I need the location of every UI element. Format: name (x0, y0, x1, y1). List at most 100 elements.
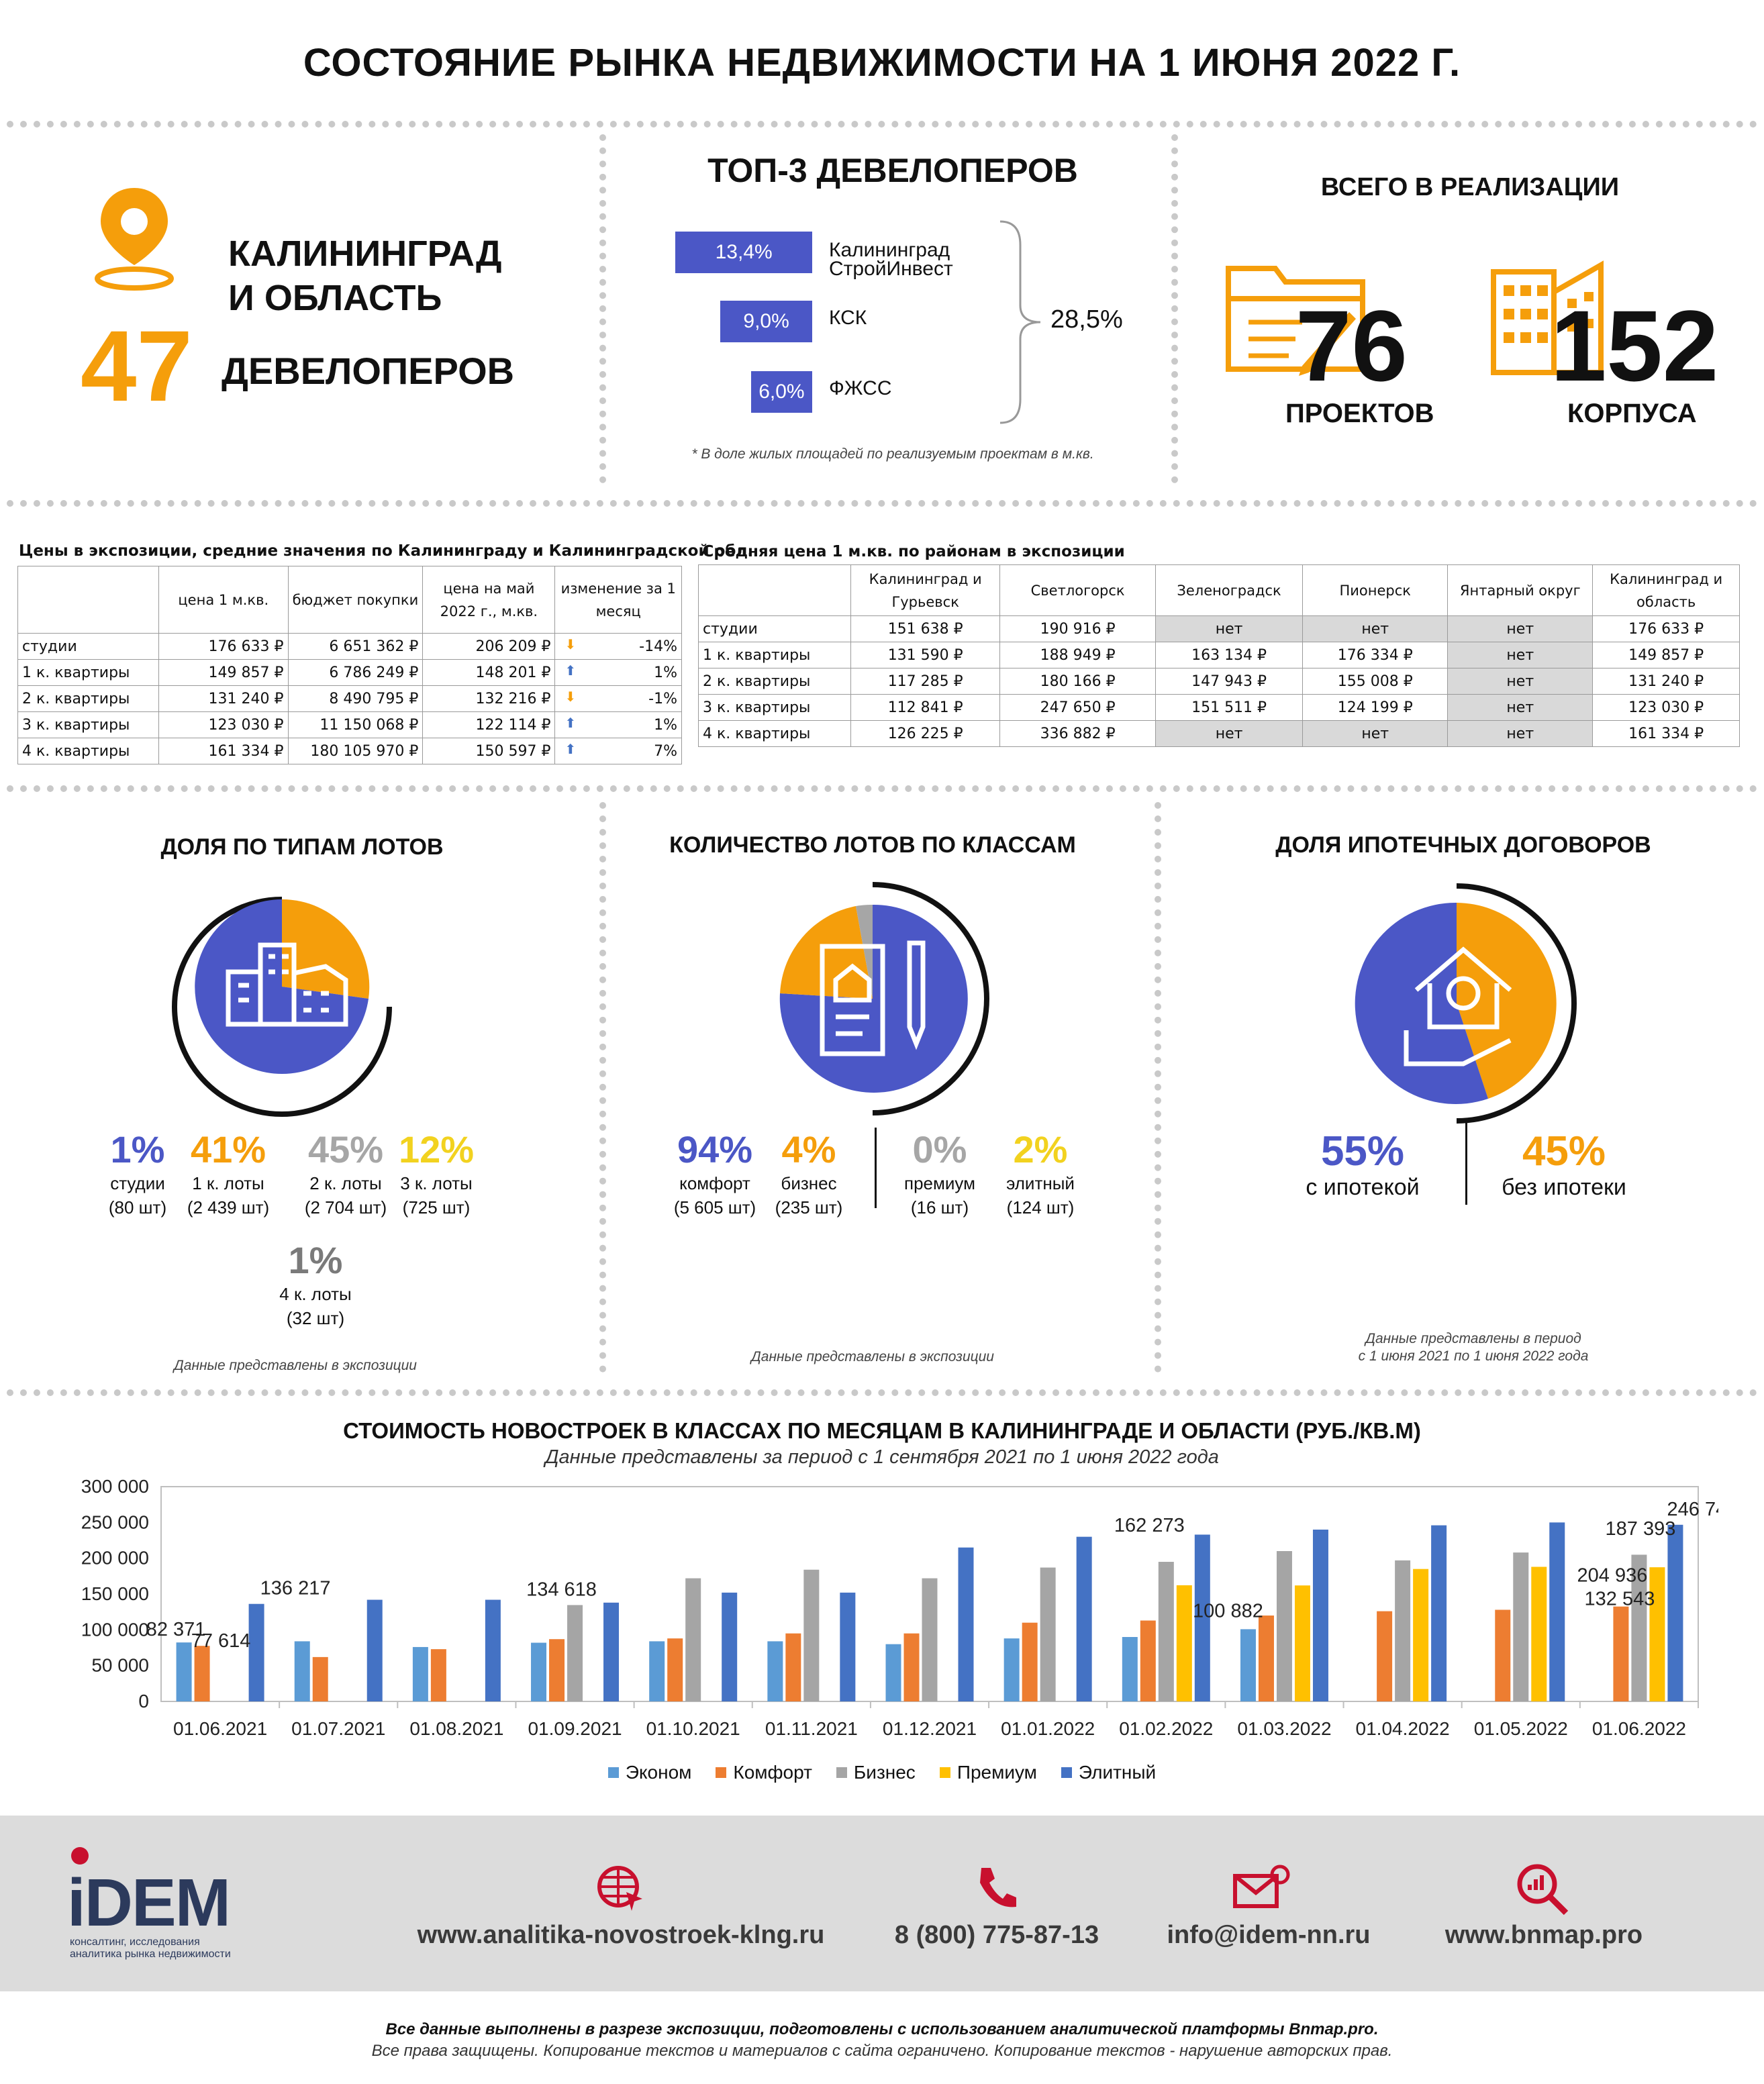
phone-link[interactable]: 8 (800) 775-87-13 (894, 1921, 1099, 1949)
legend-percent: 0% (912, 1128, 967, 1171)
change-cell: ⬇ -14% (554, 633, 682, 660)
legend-label: премиум (904, 1173, 975, 1193)
may-price-cell: 206 209 ₽ (422, 633, 556, 660)
legend-label: студии (110, 1173, 165, 1193)
mortgage-title: ДОЛЯ ИПОТЕЧНЫХ ДОГОВОРОВ (1275, 832, 1651, 858)
logo-sub1: консалтинг, исследования (70, 1936, 200, 1948)
x-tick-label: 01.03.2022 (1237, 1718, 1331, 1739)
lots-types-note: Данные представлены в экспозиции (173, 1358, 417, 1373)
district-price-cell: 147 943 ₽ (1155, 668, 1304, 695)
row-type: 2 к. квартиры (17, 685, 160, 712)
legend-divider (875, 1128, 877, 1208)
chart-legend: Эконом Комфорт Бизнес Премиум Элитный (0, 1762, 1764, 1783)
legend-label: без ипотеки (1502, 1175, 1626, 1200)
x-tick-label: 01.08.2021 (409, 1718, 503, 1739)
site-link[interactable]: www.analitika-novostroek-klng.ru (417, 1921, 825, 1949)
change-cell: ⬆ 7% (554, 738, 682, 764)
bar (1176, 1585, 1192, 1701)
table-header-cell: Зеленоградск (1155, 564, 1304, 616)
bar (685, 1578, 701, 1701)
table-row: 3 к. квартиры 112 841 ₽247 650 ₽151 511 ₽… (697, 694, 1740, 721)
data-label: 187 393 (1606, 1518, 1676, 1540)
table-header-cell: изменение за 1 месяц (554, 566, 682, 634)
bar (1377, 1611, 1393, 1701)
lots-types-title: ДОЛЯ ПО ТИПАМ ЛОТОВ (160, 834, 444, 860)
price-cell: 149 857 ₽ (158, 659, 289, 686)
table-row: 3 к. квартиры 123 030 ₽11 150 068 ₽122 11… (17, 711, 682, 738)
legend-count: (80 шт) (108, 1197, 167, 1218)
y-tick-label: 50 000 (91, 1655, 149, 1676)
data-label: 132 543 (1585, 1589, 1655, 1610)
projects-count: 76 (1295, 289, 1408, 402)
table-header-cell: Калининград и область (1592, 564, 1740, 616)
x-tick-label: 01.06.2021 (173, 1718, 267, 1739)
y-tick-label: 300 000 (81, 1476, 149, 1497)
email-link[interactable]: info@idem-nn.ru (1167, 1921, 1371, 1949)
table-row: студии 151 638 ₽190 916 ₽ нет нет нет 176 633… (697, 615, 1740, 642)
divider (599, 802, 606, 1373)
change-value: -14% (639, 638, 677, 655)
district-price-cell: 163 134 ₽ (1155, 642, 1304, 668)
legend-label: 2 к. лоты (309, 1173, 382, 1193)
divider (7, 500, 1757, 507)
data-label: 246 744 (1667, 1499, 1718, 1520)
row-type: 1 к. квартиры (697, 642, 852, 668)
y-tick-label: 0 (138, 1691, 149, 1711)
arrow-down-icon: ⬇ (565, 689, 577, 705)
legend-item: 1% студии (80 шт) (94, 1128, 181, 1220)
mortgage-note-line2: с 1 июня 2021 по 1 июня 2022 года (1358, 1348, 1589, 1364)
arrow-up-icon: ⬆ (565, 662, 577, 679)
bar (1495, 1609, 1511, 1701)
legend-swatch (1061, 1767, 1072, 1778)
logo-subtitle: консалтинг, исследования аналитика рынка… (70, 1936, 231, 1961)
top3-bar: 13,4% (675, 232, 812, 273)
table-header-row: цена 1 м.кв. бюджет покупки цена на май … (17, 566, 682, 634)
district-price-cell: 131 240 ₽ (1592, 668, 1740, 695)
site2-link[interactable]: www.bnmap.pro (1444, 1921, 1643, 1949)
x-tick-label: 01.01.2022 (1001, 1718, 1095, 1739)
district-price-cell: 151 638 ₽ (850, 615, 1001, 642)
table-row: 4 к. квартиры 161 334 ₽180 105 970 ₽150 5… (17, 738, 682, 764)
developers-label: ДЕВЕЛОПЕРОВ (222, 350, 515, 392)
legend-entry: Элитный (1061, 1762, 1156, 1783)
table-header-cell (17, 566, 160, 634)
price-cell: 131 240 ₽ (158, 685, 289, 712)
row-type: 2 к. квартиры (697, 668, 852, 695)
row-type: 1 к. квартиры (17, 659, 160, 686)
legend-count: (124 шт) (1006, 1197, 1075, 1218)
table-row: студии 176 633 ₽6 651 362 ₽206 209 ₽ ⬇ -14% (17, 633, 682, 660)
bar (1667, 1524, 1683, 1701)
house-hand-icon (1404, 946, 1512, 1066)
divider (1171, 134, 1178, 483)
bar (1613, 1606, 1629, 1701)
table-header-cell: Светлогорск (999, 564, 1156, 616)
chart-title: СТОИМОСТЬ НОВОСТРОЕК В КЛАССАХ ПО МЕСЯЦА… (343, 1418, 1421, 1443)
top3-note: * В доле жилых площадей по реализуемым п… (691, 446, 1094, 462)
row-type: 4 к. квартиры (697, 720, 852, 747)
top3-bar: 6,0% (750, 371, 812, 413)
bar (1022, 1622, 1038, 1701)
legend-entry: Комфорт (716, 1762, 812, 1783)
data-label: 77 614 (191, 1630, 251, 1652)
district-price-cell: нет (1447, 720, 1594, 747)
legend-count: (235 шт) (775, 1197, 843, 1218)
globe-cursor-icon (597, 1866, 642, 1911)
table-row: 4 к. квартиры 126 225 ₽336 882 ₽ нет нет нет… (697, 720, 1740, 747)
legend-label: бизнес (781, 1173, 837, 1193)
arrow-up-icon: ⬆ (565, 715, 577, 731)
bar (603, 1602, 620, 1701)
bar (840, 1592, 856, 1701)
bar (903, 1633, 920, 1701)
legend-label: 4 к. лоты (279, 1284, 352, 1304)
table-empty-cell (1155, 539, 1739, 565)
disclaimer-1: Все данные выполнены в разрезе экспозици… (385, 2020, 1379, 2038)
district-price-cell: 151 511 ₽ (1155, 694, 1304, 721)
chart-subtitle: Данные представлены за период с 1 сентяб… (545, 1446, 1219, 1468)
top3-share: 6,0% (758, 381, 805, 403)
bar (1531, 1567, 1547, 1701)
pie-slice (1355, 902, 1488, 1104)
y-tick-label: 200 000 (81, 1548, 149, 1569)
bar (1413, 1569, 1429, 1701)
house-document-icon (820, 940, 926, 1056)
legend-item: 55% с ипотекой (1275, 1128, 1450, 1199)
